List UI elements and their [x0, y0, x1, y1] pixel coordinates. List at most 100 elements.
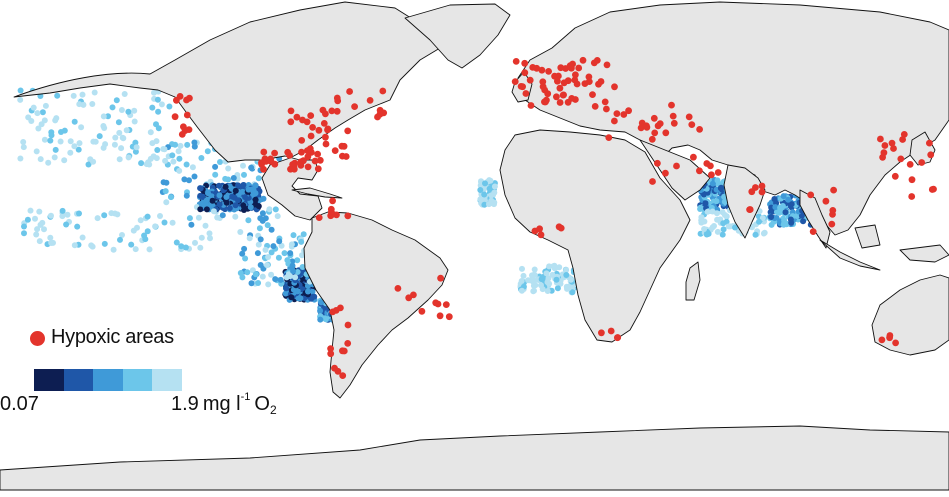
hypoxic-area-marker	[376, 106, 384, 114]
oxygen-cell	[71, 242, 78, 249]
oxygen-cell	[252, 190, 259, 197]
hypoxic-area-marker	[892, 339, 899, 347]
hypoxic-area-marker	[880, 149, 888, 157]
scale-max-species: O	[254, 393, 270, 415]
hypoxic-area-marker	[603, 61, 611, 69]
oxygen-cell	[48, 132, 55, 139]
oxygen-cell	[79, 234, 86, 241]
oxygen-cell	[90, 138, 97, 145]
oxygen-cell	[214, 214, 221, 221]
oxygen-cell	[216, 201, 223, 208]
oxygen-cell	[188, 221, 195, 228]
oxygen-cell	[118, 107, 125, 113]
oxygen-cell	[59, 213, 66, 220]
oxygen-cell	[727, 223, 733, 230]
oxygen-cell	[198, 200, 205, 207]
scale-max-value: 1.9	[171, 393, 199, 415]
hypoxic-area-marker	[648, 135, 656, 143]
oxygen-cell	[37, 156, 44, 163]
scale-min-label: 0.07	[0, 393, 39, 415]
oxygen-cell	[116, 129, 123, 136]
hypoxic-area-marker	[297, 162, 305, 169]
oxygen-cell	[162, 188, 169, 195]
oxygen-cell	[268, 271, 275, 278]
hypoxic-area-marker	[539, 78, 547, 86]
oxygen-cell	[33, 231, 40, 238]
hypoxic-area-marker	[886, 334, 893, 342]
oxygen-cell	[222, 183, 229, 190]
oxygen-cell	[538, 282, 544, 289]
oxygen-cell	[183, 161, 190, 168]
oxygen-cell	[567, 276, 574, 283]
hypoxic-area-marker	[351, 103, 358, 110]
hypoxic-area-marker	[620, 111, 628, 118]
oxygen-cell	[240, 182, 247, 188]
oxygen-cell	[232, 213, 239, 220]
oxygen-cell	[197, 185, 204, 192]
hypoxic-area-marker	[183, 111, 191, 119]
oxygen-cell	[317, 307, 324, 314]
hypoxic-area-marker	[322, 140, 330, 148]
oxygen-cell	[198, 234, 205, 241]
oxygen-cell	[288, 241, 295, 248]
oxygen-cell	[20, 139, 27, 145]
oxygen-cell	[89, 243, 96, 250]
oxygen-cell	[181, 176, 188, 183]
oxygen-cell	[37, 221, 44, 228]
oxygen-cell	[800, 218, 807, 225]
hypoxic-marker-icon	[30, 331, 45, 346]
hypoxic-area-marker	[512, 58, 520, 65]
oxygen-cell	[781, 217, 788, 224]
hypoxic-area-marker	[522, 90, 530, 97]
hypoxic-area-marker	[304, 147, 311, 155]
oxygen-cell	[184, 141, 191, 148]
oxygen-cell	[488, 192, 495, 199]
hypoxic-area-marker	[320, 120, 328, 127]
oxygen-cell	[720, 220, 727, 227]
oxygen-cell	[274, 213, 281, 220]
hypoxic-area-marker	[572, 71, 579, 79]
hypoxic-area-marker	[758, 188, 766, 196]
hypoxic-area-marker	[284, 148, 292, 156]
hypoxic-area-marker	[344, 212, 352, 220]
oxygen-cell	[259, 273, 266, 280]
oxygen-cell	[101, 240, 108, 247]
hypoxic-area-marker	[927, 151, 935, 159]
oxygen-cell	[21, 223, 27, 230]
hypoxic-area-marker	[394, 285, 402, 292]
hypoxic-area-marker	[445, 313, 453, 321]
hypoxic-area-marker	[339, 152, 346, 160]
oxygen-cell	[149, 140, 156, 147]
oxygen-cell	[21, 230, 27, 237]
hypoxic-area-marker	[930, 185, 937, 193]
oxygen-cell	[305, 288, 311, 295]
hypoxic-area-marker	[334, 97, 342, 105]
oxygen-cell	[481, 201, 488, 208]
hypoxic-area-marker	[696, 125, 703, 133]
oxygen-cell	[64, 211, 71, 218]
oxygen-cell	[713, 198, 720, 205]
hypoxic-area-marker	[517, 83, 525, 90]
oxygen-cell	[242, 255, 249, 262]
hypoxic-area-marker	[611, 117, 618, 125]
oxygen-cell	[278, 242, 285, 249]
hypoxic-area-marker	[888, 139, 896, 147]
oxygen-cell	[554, 285, 561, 292]
oxygen-cell	[143, 161, 150, 168]
hypoxic-area-marker	[605, 134, 613, 142]
oxygen-cell	[162, 157, 169, 164]
oxygen-cell	[155, 108, 162, 115]
hypoxic-area-marker	[601, 98, 609, 106]
oxygen-cell	[191, 173, 198, 180]
hypoxic-area-marker	[315, 126, 323, 134]
oxygen-cell	[546, 263, 553, 270]
hypoxic-area-marker	[262, 158, 270, 165]
oxygen-cell	[543, 270, 550, 277]
oxygen-cell	[299, 252, 305, 259]
oxygen-cell	[186, 177, 192, 184]
oxygen-cell	[17, 87, 24, 94]
cuba	[291, 187, 343, 199]
oxygen-cell	[204, 148, 211, 155]
oxygen-cell	[244, 269, 251, 276]
madagascar	[685, 261, 701, 301]
